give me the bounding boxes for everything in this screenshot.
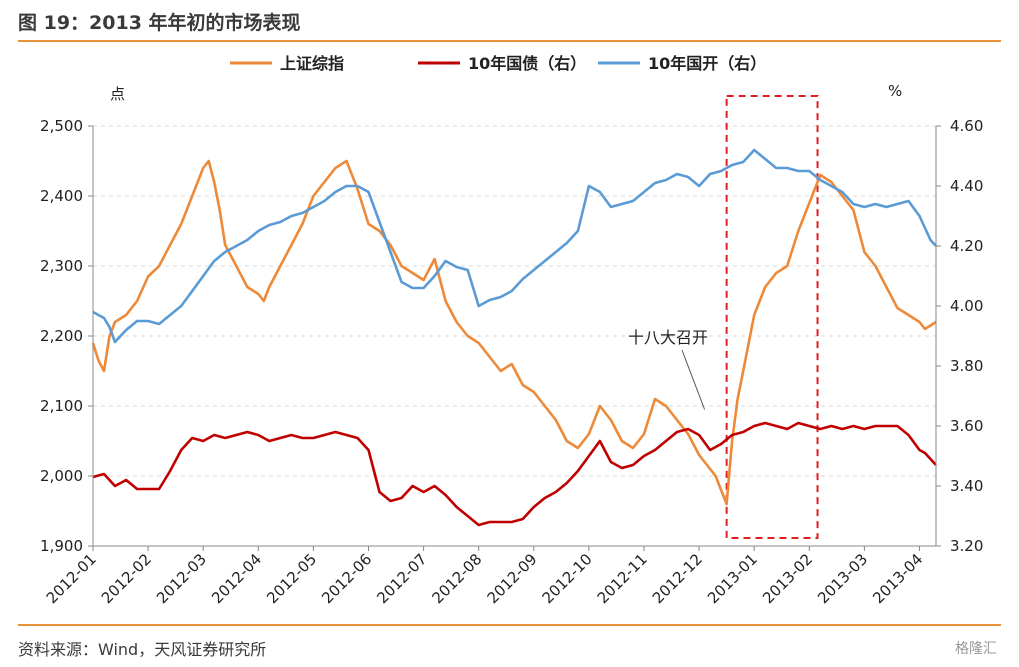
right-tick-label: 4.40 — [950, 177, 983, 195]
figure-title: 图 19：2013 年年初的市场表现 — [18, 12, 301, 34]
legend-label: 10年国债（右） — [468, 54, 586, 73]
series-line-index — [91, 159, 937, 506]
left-tick-label: 1,900 — [40, 537, 83, 555]
legend-label: 上证综指 — [280, 54, 344, 73]
left-tick-label: 2,300 — [40, 257, 83, 275]
right-tick-label: 4.00 — [950, 297, 983, 315]
x-tick-label: 2012-03 — [153, 550, 210, 607]
watermark: 格隆汇 — [955, 641, 997, 657]
left-tick-label: 2,200 — [40, 327, 83, 345]
highlight-box — [725, 95, 819, 539]
right-tick-label: 3.60 — [950, 417, 983, 435]
right-tick-label: 4.20 — [950, 237, 983, 255]
x-tick-label: 2012-11 — [594, 550, 651, 607]
right-tick-label: 3.40 — [950, 477, 983, 495]
x-tick-label: 2012-02 — [98, 550, 155, 607]
x-tick-label: 2013-02 — [759, 550, 816, 607]
x-tick-label: 2012-09 — [484, 550, 541, 607]
bottom-rule — [18, 624, 1001, 626]
left-axis-unit: 点 — [110, 85, 125, 103]
left-tick-label: 2,400 — [40, 187, 83, 205]
x-tick-label: 2013-03 — [814, 550, 871, 607]
annotations: 十八大召开 — [628, 328, 708, 410]
right-tick-label: 3.20 — [950, 537, 983, 555]
annotation-leader — [681, 349, 706, 410]
left-tick-label: 2,500 — [40, 117, 83, 135]
left-tick-label: 2,100 — [40, 397, 83, 415]
x-tick-label: 2013-04 — [869, 550, 926, 607]
top-rule — [18, 40, 1001, 42]
legend: 上证综指 10年国债（右） 10年国开（右） — [230, 54, 766, 73]
x-tick-label: 2012-04 — [208, 550, 265, 607]
right-tick-label: 4.60 — [950, 117, 983, 135]
line-chart: 1,900 2,000 2,100 2,200 2,300 2,400 2,500 3.20 3… — [40, 54, 983, 607]
series-line-treasury — [92, 421, 937, 527]
right-axis-unit: % — [888, 82, 902, 100]
x-tick-label: 2012-01 — [43, 550, 100, 607]
legend-label: 10年国开（右） — [648, 54, 766, 73]
series-lines — [91, 148, 937, 527]
grid-lines — [93, 125, 936, 477]
right-tick-label: 3.80 — [950, 357, 983, 375]
x-tick-label: 2012-06 — [318, 550, 375, 607]
left-tick-label: 2,000 — [40, 467, 83, 485]
x-tick-label: 2012-08 — [428, 550, 485, 607]
x-tick-label: 2012-12 — [649, 550, 706, 607]
x-tick-label: 2012-05 — [263, 550, 320, 607]
source-note: 资料来源：Wind，天风证券研究所 — [18, 640, 267, 659]
x-tick-label: 2012-10 — [539, 550, 596, 607]
x-tick-label: 2013-01 — [704, 550, 761, 607]
x-tick-label: 2012-07 — [373, 550, 430, 607]
highlight-box-rect — [725, 95, 819, 539]
annotation-label: 十八大召开 — [628, 328, 708, 347]
series-line-cdb — [92, 148, 937, 344]
